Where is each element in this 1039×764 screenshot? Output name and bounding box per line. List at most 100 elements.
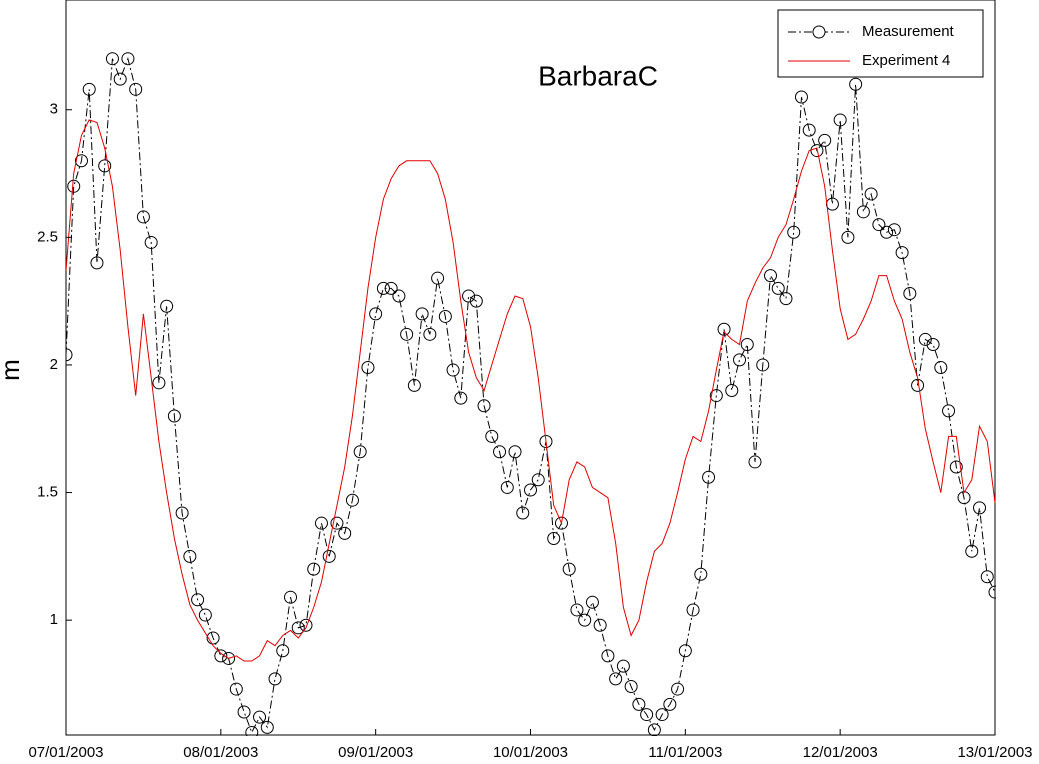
data-point [547,531,561,545]
x-tick-label: 10/01/2003 [493,744,568,761]
data-point [531,473,545,487]
data-point [299,618,313,632]
data-point [702,470,716,484]
data-point [632,697,646,711]
data-point [245,725,259,736]
series-line [66,57,996,734]
data-point [794,90,808,104]
data-point [709,389,723,403]
data-point [771,281,785,295]
data-point [849,77,863,91]
data-point [307,562,321,576]
data-point [105,52,119,66]
data-point [330,516,344,530]
data-point [856,205,870,219]
data-point [593,618,607,632]
data-point [756,358,770,372]
data-point [810,144,824,158]
data-point [469,294,483,308]
plot-frame [65,0,996,736]
data-point [284,590,298,604]
data-point [98,159,112,173]
data-point [82,82,96,96]
data-point [725,383,739,397]
x-tick-label: 09/01/2003 [338,744,413,761]
data-point [872,218,886,232]
data-point [934,361,948,374]
data-point [895,246,909,260]
data-point [887,223,901,237]
data-point [609,672,623,686]
data-point [779,292,793,306]
data-point [167,409,181,423]
x-tick-label: 08/01/2003 [183,744,258,761]
y-tick-label: 2.5 [37,228,58,245]
data-point [276,644,290,658]
data-point [369,307,383,321]
data-point [446,363,460,377]
data-point [291,621,305,635]
data-point [493,445,507,459]
y-tick-label: 1.5 [37,484,58,501]
data-point [640,708,654,722]
x-tick-label: 07/01/2003 [28,744,103,761]
data-point [601,649,615,663]
data-point [454,391,468,405]
data-point [825,197,839,211]
data-point [624,680,638,694]
data-point [717,322,731,336]
data-point [136,210,150,224]
data-point [183,549,197,563]
data-point [66,348,73,362]
data-point [129,82,143,96]
data-point [833,113,847,127]
data-point [578,613,592,627]
data-point [763,269,777,283]
data-point [431,271,445,285]
data-point [198,608,212,622]
data-point [462,289,476,303]
data-point [206,631,220,645]
data-point [740,338,754,352]
y-tick-label: 1 [50,611,58,628]
data-point [90,256,104,270]
x-tick-label: 13/01/2003 [957,744,1032,761]
data-point [191,593,205,607]
data-point [694,567,708,581]
chart-title: BarbaraC [538,60,658,91]
data-point [818,133,832,147]
data-point [802,123,816,137]
data-point [144,235,158,249]
data-point [903,286,917,300]
data-point [314,516,328,530]
data-point [361,361,375,374]
data-point [949,460,963,474]
data-point [942,404,956,418]
data-point [671,682,685,696]
data-point [686,603,700,617]
legend-label: Experiment 4 [862,52,950,69]
legend-label: Measurement [862,23,955,40]
data-point [748,455,762,469]
data-point [485,429,499,443]
legend-box [777,9,984,78]
data-point [926,338,940,352]
data-point [988,585,996,599]
data-point [438,309,452,323]
data-point [508,445,522,459]
data-point [214,649,228,663]
x-tick-label: 11/01/2003 [648,744,722,761]
data-point [516,506,530,520]
legend-marker [812,25,826,39]
data-point [880,225,894,239]
data-point [152,376,166,390]
data-point [345,493,359,507]
data-point [539,435,553,449]
data-point [554,516,568,530]
data-point [322,549,336,563]
data-point [260,720,274,734]
data-point [733,353,747,367]
data-point [864,187,878,201]
